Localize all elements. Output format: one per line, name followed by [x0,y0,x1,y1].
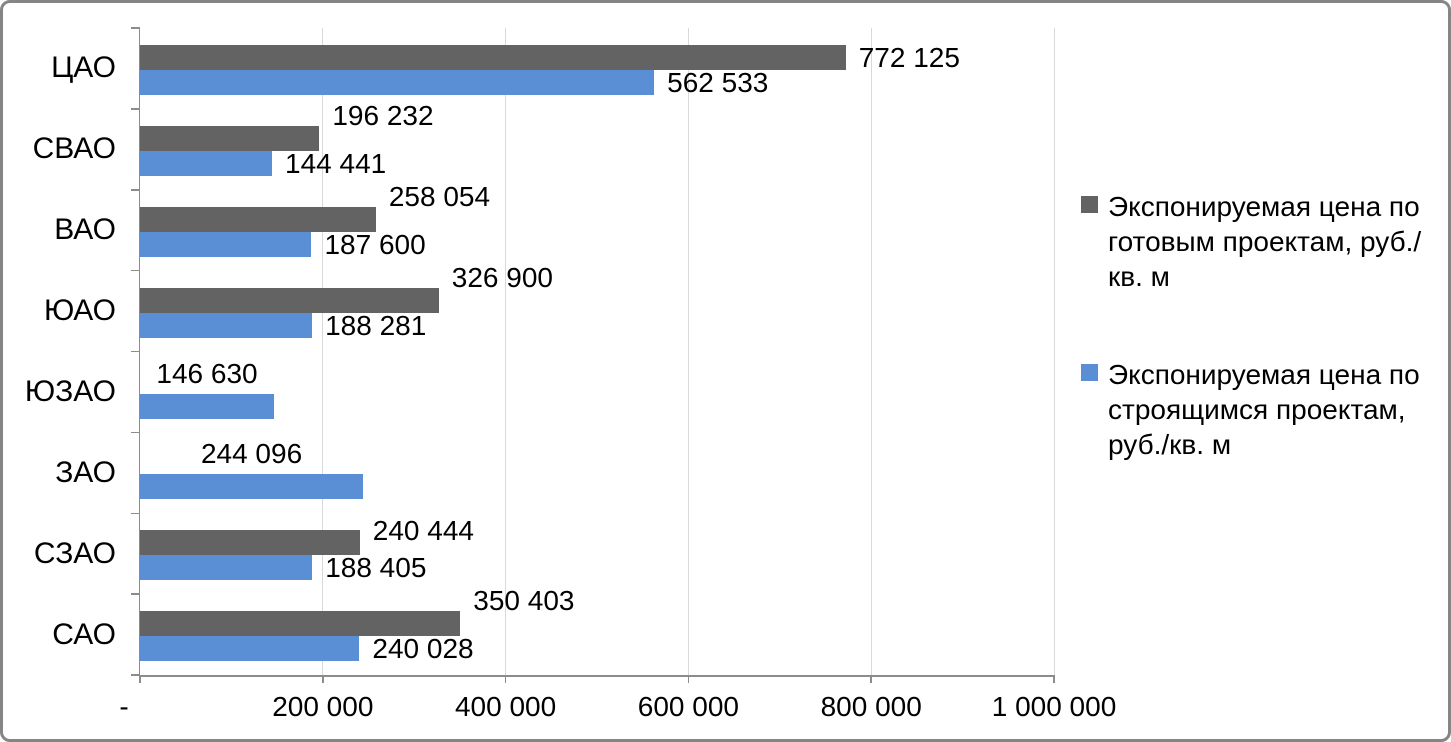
legend-item-under-construction: Экспонируемая цена по строящимся проекта… [1081,357,1446,462]
x-axis-tick-label: - [119,691,129,722]
bar-gray [140,206,376,232]
y-tick [130,674,140,676]
bar-gray [140,611,461,637]
category-label: ЮАО [44,294,116,328]
bar-blue [140,150,273,176]
bar-blue [140,70,655,95]
bar-blue [140,555,313,581]
category-label: ЮЗАО [24,374,116,408]
value-label: 196 232 [332,99,434,131]
bar-gray [140,45,846,70]
bar-gray [140,530,360,556]
category-label: ЗАО [55,455,116,489]
legend-label-under-construction: Экспонируемая цена по строящимся проекта… [1108,359,1420,460]
y-tick [130,593,140,595]
bar-gray [140,125,320,151]
value-label: 188 281 [325,309,427,341]
value-label: 187 600 [324,228,426,260]
category-label: ВАО [54,213,116,247]
bar-blue [140,636,360,662]
value-label: 244 096 [200,438,303,470]
category-row: СЗАО 240 444 188 405 [34,513,1054,594]
gridline [322,28,324,675]
legend-swatch-blue-icon [1081,364,1098,381]
legend-label-ready: Экспонируемая цена по готовым проектам, … [1108,191,1422,292]
x-tick [687,675,690,683]
legend-swatch-gray-icon [1081,196,1098,213]
value-label: 326 900 [451,261,553,293]
x-tick [139,675,141,683]
value-label: 258 054 [388,180,491,212]
category-row: ЗАО 244 096 [55,432,1054,513]
plot-area: ЦАО 772 125 562 533 СВАО 196 232 144 441 ВАО 25… [25,27,1055,683]
x-axis-tick-label: 200 000 [272,691,374,722]
bar-blue [140,312,313,338]
gridline [687,28,689,675]
bar-blue [140,393,275,419]
value-label: 772 125 [858,42,960,73]
bar-blue [140,474,364,500]
legend: Экспонируемая цена по готовым проектам, … [1081,189,1446,462]
x-axis-tick-label: 400 000 [454,691,557,722]
y-tick [130,350,140,353]
bar-rows: ЦАО 772 125 562 533 СВАО 196 232 144 441 ВАО 25… [25,28,1054,675]
x-axis-line [138,675,1054,677]
y-tick [130,189,140,191]
x-tick [322,675,324,683]
value-label: 562 533 [667,67,769,98]
value-label: 188 405 [325,552,427,584]
category-row: САО 350 403 240 028 [52,587,1054,675]
bar-blue [140,231,312,257]
category-label: САО [52,617,116,651]
x-axis-tick-label: 600 000 [637,691,739,722]
x-tick [1053,675,1055,683]
y-tick [130,512,140,514]
y-tick [130,431,140,434]
value-label: 146 630 [156,357,258,389]
category-row: ЮЗАО 146 630 [25,352,1054,433]
gridline [1053,28,1055,675]
y-tick [130,27,140,29]
value-label: 350 403 [473,585,575,617]
category-row: ЮАО 326 900 188 281 [44,263,1054,352]
category-label: ЦАО [51,51,116,85]
x-axis-tick-label: 1 000 000 [991,691,1117,722]
value-label: 144 441 [285,147,387,179]
x-tick [504,675,507,683]
category-row: ВАО 258 054 187 600 [54,182,1054,271]
y-tick [130,269,140,272]
category-label: СЗАО [33,536,116,570]
category-row: СВАО 196 232 144 441 [33,101,1054,190]
x-axis-tick-label: 800 000 [820,691,922,722]
gridline [870,28,872,675]
value-label: 240 028 [372,633,474,665]
gridline [505,28,507,675]
y-tick [130,108,140,110]
x-tick [870,675,872,683]
bar-gray [140,287,439,313]
legend-item-ready: Экспонируемая цена по готовым проектам, … [1081,189,1446,294]
value-label: 240 444 [372,515,474,547]
category-label: СВАО [32,132,116,166]
category-row: ЦАО 772 125 562 533 [51,28,1054,109]
